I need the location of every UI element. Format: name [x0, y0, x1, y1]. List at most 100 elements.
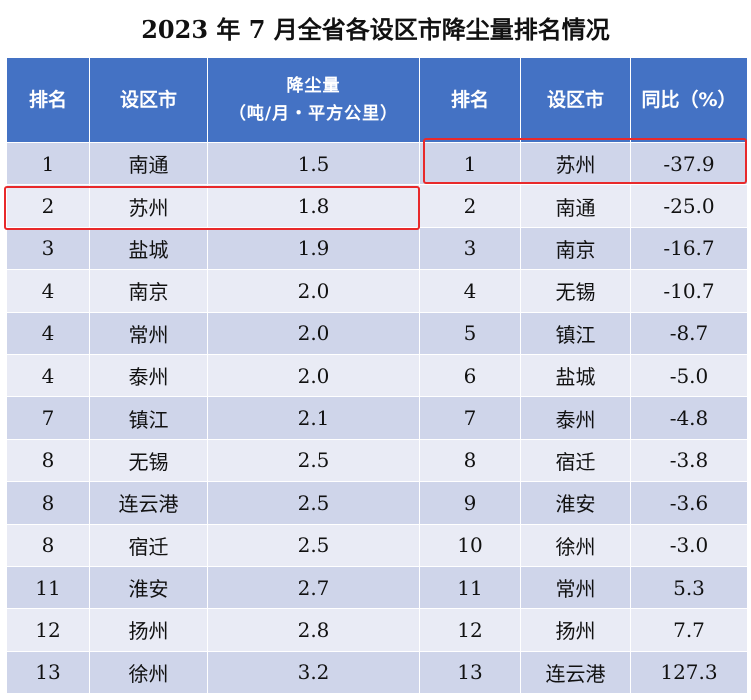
cell-dust: 1.8	[207, 184, 420, 228]
cell-rank-2: 3	[419, 226, 521, 271]
cell-yoy: -3.6	[630, 481, 748, 525]
header-city-2: 设区市	[520, 57, 631, 143]
table-row: 8 连云港 2.5 9 淮安 -3.6	[6, 481, 748, 525]
cell-yoy: -16.7	[630, 226, 748, 271]
cell-city: 苏州	[89, 184, 208, 228]
cell-yoy: -5.0	[630, 353, 748, 398]
cell-city-2: 淮安	[520, 481, 631, 525]
cell-rank-2: 9	[419, 481, 521, 525]
cell-rank-2: 2	[419, 184, 521, 228]
cell-yoy: 7.7	[630, 608, 748, 652]
cell-rank: 8	[6, 523, 90, 567]
cell-city-2: 镇江	[520, 311, 631, 355]
cell-dust: 2.0	[207, 311, 420, 355]
cell-city: 常州	[89, 311, 208, 355]
cell-city: 徐州	[89, 650, 208, 695]
cell-rank-2: 13	[419, 650, 521, 695]
cell-rank: 1	[6, 141, 90, 186]
table-row: 12 扬州 2.8 12 扬州 7.7	[6, 608, 748, 652]
cell-city: 南通	[89, 141, 208, 186]
cell-rank: 4	[6, 353, 90, 398]
cell-city: 盐城	[89, 226, 208, 271]
cell-city-2: 无锡	[520, 269, 631, 313]
cell-rank: 7	[6, 396, 90, 440]
cell-city-2: 苏州	[520, 141, 631, 186]
header-dust-main: 降尘量	[286, 76, 341, 96]
cell-yoy: -3.0	[630, 523, 748, 567]
cell-city: 无锡	[89, 438, 208, 483]
table-row: 4 常州 2.0 5 镇江 -8.7	[6, 311, 748, 355]
table-row: 13 徐州 3.2 13 连云港 127.3	[6, 650, 748, 695]
cell-city: 扬州	[89, 608, 208, 652]
cell-city-2: 常州	[520, 565, 631, 610]
cell-city-2: 南通	[520, 184, 631, 228]
table-row: 1 南通 1.5 1 苏州 -37.9	[6, 141, 748, 186]
cell-dust: 1.9	[207, 226, 420, 271]
cell-dust: 2.0	[207, 269, 420, 313]
header-rank-2: 排名	[419, 57, 521, 143]
cell-city-2: 南京	[520, 226, 631, 271]
cell-yoy: 127.3	[630, 650, 748, 695]
cell-city: 南京	[89, 269, 208, 313]
cell-city: 宿迁	[89, 523, 208, 567]
header-rank: 排名	[6, 57, 90, 143]
cell-city: 淮安	[89, 565, 208, 610]
cell-rank: 8	[6, 438, 90, 483]
cell-city-2: 连云港	[520, 650, 631, 695]
cell-dust: 2.1	[207, 396, 420, 440]
header-dust-unit: （吨/月・平方公里）	[228, 104, 399, 124]
cell-dust: 3.2	[207, 650, 420, 695]
header-yoy: 同比（%）	[630, 57, 748, 143]
cell-rank: 12	[6, 608, 90, 652]
cell-city-2: 徐州	[520, 523, 631, 567]
cell-rank-2: 5	[419, 311, 521, 355]
table-row: 7 镇江 2.1 7 泰州 -4.8	[6, 396, 748, 440]
cell-rank: 8	[6, 481, 90, 525]
cell-dust: 1.5	[207, 141, 420, 186]
cell-dust: 2.5	[207, 481, 420, 525]
header-city: 设区市	[89, 57, 208, 143]
cell-rank-2: 1	[419, 141, 521, 186]
table-row: 3 盐城 1.9 3 南京 -16.7	[6, 226, 748, 271]
cell-yoy: -4.8	[630, 396, 748, 440]
header-dust: 降尘量 （吨/月・平方公里）	[207, 57, 420, 143]
table-row: 8 无锡 2.5 8 宿迁 -3.8	[6, 438, 748, 483]
cell-dust: 2.7	[207, 565, 420, 610]
page-title: 2023 年 7 月全省各设区市降尘量排名情况	[141, 15, 610, 44]
cell-rank-2: 4	[419, 269, 521, 313]
cell-yoy: -37.9	[630, 141, 748, 186]
cell-city: 泰州	[89, 353, 208, 398]
cell-dust: 2.5	[207, 438, 420, 483]
cell-yoy: -3.8	[630, 438, 748, 483]
cell-dust: 2.0	[207, 353, 420, 398]
cell-city: 连云港	[89, 481, 208, 525]
cell-yoy: -8.7	[630, 311, 748, 355]
table-row: 8 宿迁 2.5 10 徐州 -3.0	[6, 523, 748, 567]
cell-rank: 11	[6, 565, 90, 610]
table-row: 4 南京 2.0 4 无锡 -10.7	[6, 269, 748, 313]
cell-rank-2: 8	[419, 438, 521, 483]
table-row: 2 苏州 1.8 2 南通 -25.0	[6, 184, 748, 228]
cell-rank-2: 12	[419, 608, 521, 652]
table-row: 4 泰州 2.0 6 盐城 -5.0	[6, 353, 748, 398]
cell-city-2: 宿迁	[520, 438, 631, 483]
cell-rank-2: 11	[419, 565, 521, 610]
cell-rank: 3	[6, 226, 90, 271]
cell-yoy: -10.7	[630, 269, 748, 313]
cell-rank: 4	[6, 269, 90, 313]
cell-city-2: 盐城	[520, 353, 631, 398]
cell-dust: 2.8	[207, 608, 420, 652]
dust-ranking-table: 排名 设区市 降尘量 （吨/月・平方公里） 排名 设区市 同比（%） 1 南通 1.…	[6, 57, 748, 695]
cell-rank: 2	[6, 184, 90, 228]
cell-dust: 2.5	[207, 523, 420, 567]
cell-rank-2: 7	[419, 396, 521, 440]
cell-city-2: 扬州	[520, 608, 631, 652]
cell-city: 镇江	[89, 396, 208, 440]
cell-rank-2: 6	[419, 353, 521, 398]
cell-rank-2: 10	[419, 523, 521, 567]
cell-rank: 13	[6, 650, 90, 695]
cell-yoy: 5.3	[630, 565, 748, 610]
cell-yoy: -25.0	[630, 184, 748, 228]
cell-city-2: 泰州	[520, 396, 631, 440]
header-row: 排名 设区市 降尘量 （吨/月・平方公里） 排名 设区市 同比（%）	[6, 57, 748, 143]
